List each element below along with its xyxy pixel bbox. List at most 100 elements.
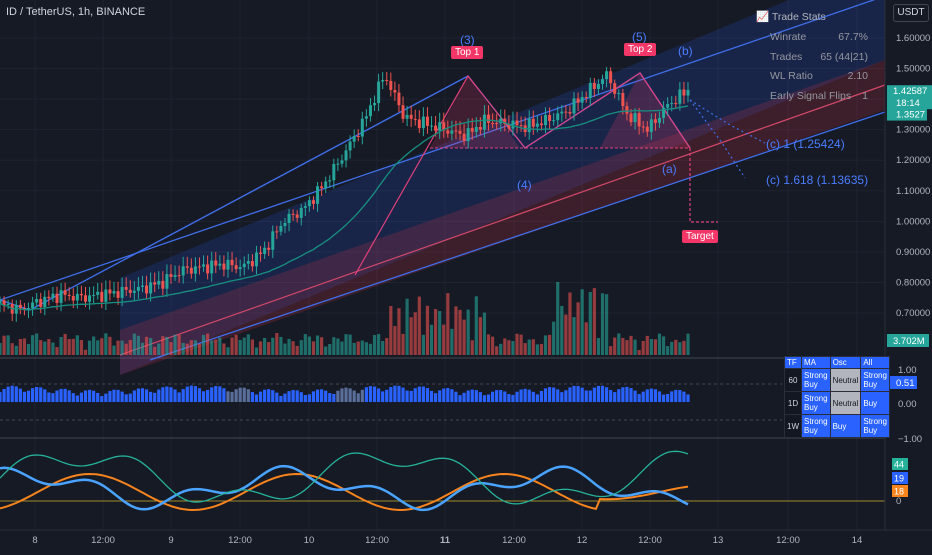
osc-tick-label: −1.00 — [898, 434, 922, 445]
volume-bar — [201, 334, 206, 355]
volume-bar — [519, 334, 523, 355]
volume-bar — [124, 343, 128, 355]
candle — [124, 286, 128, 290]
table-row: 1D Strong Buy Neutral Buy — [784, 391, 890, 415]
osc-bar — [173, 389, 177, 402]
osc-bar — [657, 391, 662, 402]
candle — [389, 80, 393, 90]
volume-bar — [474, 296, 478, 355]
volume-bars — [0, 281, 690, 355]
candle — [112, 291, 116, 294]
rsi-value-box — [892, 472, 908, 484]
candle — [104, 289, 108, 302]
candle — [165, 274, 169, 289]
volume-bar — [67, 339, 71, 355]
volume-bar — [258, 341, 263, 355]
osc-bar — [356, 393, 360, 402]
volume-bar — [657, 333, 662, 355]
wave-label: (4) — [517, 178, 532, 192]
currency-button[interactable]: USDT — [893, 4, 929, 22]
volume-bar — [438, 310, 442, 355]
osc-bar — [454, 391, 458, 402]
candle — [299, 207, 303, 218]
volume-bar — [222, 343, 226, 355]
candle — [2, 300, 6, 305]
time-axis[interactable]: 8 12:00 9 12:00 10 12:00 11 12:00 12 12:00 13 12:00… — [0, 529, 932, 546]
trade-stats-title: 📈 Trade Stats — [756, 11, 826, 23]
candle — [92, 294, 96, 296]
volume-bar — [385, 338, 389, 355]
volume-bar — [429, 324, 434, 355]
candle — [666, 103, 670, 108]
osc-bar — [381, 391, 385, 402]
osc-bar — [495, 390, 499, 402]
candle — [39, 298, 43, 307]
target-line — [689, 148, 718, 223]
volume-bar — [511, 341, 515, 355]
volume-bar — [531, 339, 535, 355]
osc-bar — [185, 386, 189, 402]
volume-bar — [246, 334, 250, 355]
candle — [535, 123, 539, 127]
volume-bar — [295, 345, 299, 355]
osc-bar — [291, 389, 295, 402]
volume-bar — [287, 338, 291, 355]
osc-bar — [531, 391, 535, 402]
osc-bar — [572, 385, 576, 402]
osc-bar — [87, 389, 92, 402]
candle — [649, 119, 653, 132]
volume-bar — [128, 340, 132, 355]
osc-bar — [527, 389, 531, 402]
candle — [108, 289, 112, 294]
candle — [454, 130, 458, 132]
osc-bar — [210, 387, 214, 402]
osc-bar — [92, 390, 96, 402]
volume-bar — [442, 324, 446, 355]
volume-bar — [328, 344, 332, 355]
candle — [35, 298, 39, 303]
osc-bar — [633, 390, 637, 402]
volume-bar — [30, 335, 35, 355]
volume-bar — [254, 347, 259, 355]
osc-bar — [352, 390, 356, 402]
candle — [377, 81, 381, 104]
volume-bar — [344, 334, 348, 355]
candle — [686, 89, 690, 96]
osc-bar — [0, 392, 2, 402]
symbol-header[interactable]: ID / TetherUS, 1h, BINANCE — [6, 6, 146, 18]
osc-bar — [181, 389, 185, 402]
volume-bar — [120, 340, 124, 355]
price-tick-label: 1.50000 — [896, 64, 930, 75]
candle — [267, 247, 271, 250]
volume-bar — [320, 337, 324, 355]
rsi-value: 44 — [894, 460, 904, 470]
candle — [303, 206, 307, 208]
current-price-box — [887, 85, 932, 110]
volume-bar — [47, 339, 51, 355]
volume-bar — [470, 340, 474, 355]
osc-bar — [617, 389, 621, 402]
osc-bar — [71, 393, 75, 402]
channel-drawings: (3) (5) (b) (4) (a) (c) 1 (1.25424) (c) 1.618 … — [0, 0, 886, 375]
volume-bar — [149, 338, 153, 355]
volume-bar — [100, 338, 104, 355]
osc-bar — [442, 388, 446, 402]
price-axis[interactable]: 1.600001.500001.400001.300001.200001.100… — [884, 0, 932, 530]
volume-bar — [75, 335, 79, 355]
candle — [214, 260, 218, 266]
candle — [173, 275, 177, 277]
candle — [250, 261, 254, 267]
volume-bar — [674, 339, 678, 355]
channel-upper-fill — [120, 0, 885, 375]
osc-bar — [438, 390, 442, 402]
osc-bar — [409, 390, 413, 402]
osc-bar — [332, 393, 336, 402]
osc-bar — [482, 395, 487, 402]
volume-bar — [653, 339, 658, 355]
volume-bar — [234, 334, 238, 355]
osc-bar — [120, 391, 124, 402]
osc-bar — [222, 388, 226, 402]
candle — [140, 285, 144, 287]
